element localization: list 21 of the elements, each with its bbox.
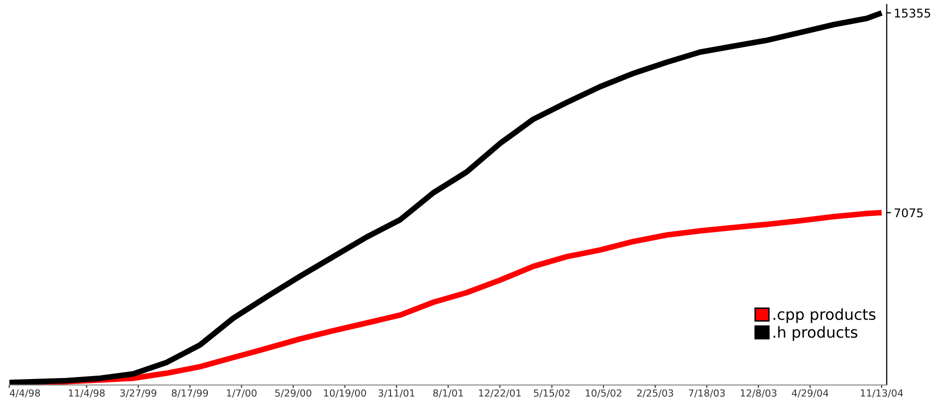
x-tick-label: 8/17/99 — [172, 389, 208, 398]
x-tick-label: 8/1/01 — [433, 389, 463, 398]
x-tick-label: 5/29/00 — [275, 389, 312, 398]
x-tick-label: 3/27/99 — [120, 389, 156, 398]
x-tick-label: 1/7/00 — [226, 389, 257, 398]
legend-label: .cpp products — [774, 308, 876, 324]
x-tick-label: 2/25/03 — [637, 389, 674, 398]
x-tick-label: 12/22/01 — [479, 389, 521, 398]
y-tick-label: 7075 — [894, 208, 923, 218]
legend-label: .h products — [774, 326, 858, 341]
x-tick-label: 12/8/03 — [740, 389, 776, 398]
y-tick-label: 15355 — [894, 8, 930, 18]
x-tick-label: 4/4/98 — [10, 389, 40, 398]
x-tick-label: 5/15/02 — [534, 389, 570, 398]
x-tick-label: 11/4/98 — [68, 389, 105, 398]
x-tick-label: 3/11/01 — [378, 389, 414, 398]
x-tick-label: 10/19/00 — [324, 389, 366, 398]
x-tick-label: 4/29/04 — [792, 389, 828, 398]
x-tick-label: 11/13/04 — [860, 389, 903, 398]
x-tick-label: 7/18/03 — [688, 389, 725, 398]
x-tick-label: 10/5/02 — [586, 389, 622, 398]
